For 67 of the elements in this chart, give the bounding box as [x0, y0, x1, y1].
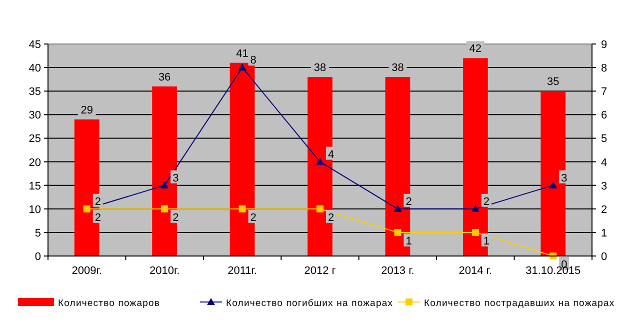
- y2-tick-label: 3: [600, 180, 608, 192]
- x-tick-label: 2010г.: [149, 265, 180, 277]
- data-label: 3: [172, 172, 179, 184]
- y-tick-label: 35: [28, 86, 41, 98]
- data-label: 36: [158, 71, 171, 84]
- bar: [74, 119, 100, 256]
- point: [316, 205, 324, 212]
- x-tick-label: 2009г.: [72, 265, 102, 277]
- y2-tick-label: 4: [600, 156, 608, 169]
- x-tick-label: 2014 г.: [458, 265, 492, 277]
- point: [316, 158, 324, 165]
- point: [472, 228, 479, 236]
- data-label: 1: [483, 235, 490, 248]
- bar: [385, 76, 410, 256]
- y2-tick-label: 5: [600, 133, 608, 146]
- y-tick-label: 10: [28, 204, 41, 216]
- bar: [462, 58, 488, 256]
- y2-tick-label: 7: [600, 86, 608, 98]
- y-tick-label: 5: [34, 227, 41, 240]
- bar: [230, 62, 255, 256]
- data-label: 4: [328, 148, 334, 161]
- point: [394, 228, 402, 236]
- y-tick-label: 40: [28, 62, 41, 75]
- point: [161, 205, 168, 212]
- y2-tick-label: 0: [600, 251, 608, 263]
- legend-label: Количество пострадавших на пожарах: [424, 298, 615, 309]
- x-tick-label: 2011г.: [228, 265, 257, 277]
- y-tick-label: 15: [28, 180, 41, 192]
- y2-tick-label: 2: [600, 204, 608, 216]
- y-tick-label: 20: [28, 156, 41, 169]
- y-tick-label: 30: [28, 110, 41, 122]
- y-tick-label: 45: [28, 39, 41, 51]
- data-label: 2: [250, 212, 256, 224]
- legend-label: Количество пожаров: [58, 298, 160, 309]
- y-tick-label: 0: [34, 251, 41, 263]
- point: [549, 181, 558, 188]
- bar: [152, 86, 178, 256]
- bar: [540, 91, 566, 256]
- x-tick-label: 2013 г.: [381, 265, 414, 277]
- data-label: 2: [483, 196, 490, 208]
- data-label: 2: [94, 196, 101, 208]
- data-label: 29: [80, 104, 93, 116]
- point: [394, 204, 402, 212]
- y-tick-label: 25: [28, 133, 41, 146]
- data-label: 1: [406, 235, 412, 248]
- y2-tick-label: 6: [600, 110, 608, 122]
- point: [160, 181, 169, 188]
- data-label: 2: [328, 212, 334, 224]
- data-label: 42: [469, 43, 482, 56]
- x-tick-label: 2012 г: [304, 265, 336, 277]
- data-label: 38: [314, 62, 326, 74]
- data-label: 41: [236, 48, 248, 60]
- data-label: 8: [250, 54, 256, 67]
- y2-tick-label: 9: [600, 39, 608, 51]
- data-label: 2: [172, 212, 179, 224]
- legend-label: Количество погибших на пожарах: [226, 298, 394, 309]
- data-label: 2: [406, 196, 412, 208]
- data-label: 3: [561, 172, 568, 184]
- bar: [308, 76, 332, 256]
- data-label: 2: [94, 212, 101, 224]
- data-label: 35: [547, 76, 560, 88]
- point: [238, 64, 246, 71]
- y2-tick-label: 1: [600, 227, 608, 240]
- point: [471, 204, 480, 212]
- point: [238, 205, 246, 212]
- y2-tick-label: 8: [600, 62, 608, 75]
- data-label: 38: [392, 62, 404, 74]
